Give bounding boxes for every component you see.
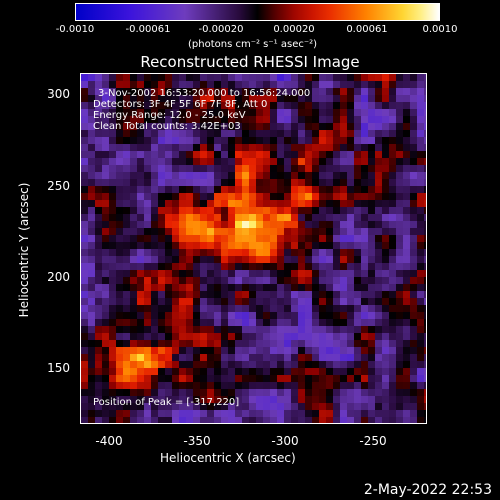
x-axis-label: Heliocentric X (arcsec) xyxy=(160,451,296,465)
colorbar xyxy=(75,3,440,21)
colorbar-tick: 0.00061 xyxy=(346,24,388,35)
colorbar-tick: -0.0010 xyxy=(55,24,95,35)
colorbar-tick: -0.00061 xyxy=(125,24,171,35)
colorbar-units: (photons cm⁻² s⁻¹ asec⁻²) xyxy=(188,39,318,50)
y-tick: 300 xyxy=(47,87,70,101)
peak-position-label: Position of Peak = [-317,220] xyxy=(93,397,240,408)
colorbar-tick: 0.00020 xyxy=(273,24,315,35)
x-tick: -300 xyxy=(271,434,299,448)
x-tick: -400 xyxy=(95,434,123,448)
time-range-label: 3-Nov-2002 16:53:20.000 to 16:56:24.000 xyxy=(98,88,311,99)
x-tick: -350 xyxy=(183,434,211,448)
y-tick: 150 xyxy=(47,361,70,375)
timestamp-footer: 2-May-2022 22:53 xyxy=(363,482,492,498)
detectors-label: Detectors: 3F 4F 5F 6F 7F 8F, Att 0 xyxy=(93,99,268,110)
colorbar-tick: 0.0010 xyxy=(422,24,458,35)
y-tick: 200 xyxy=(47,270,70,284)
rhessi-image xyxy=(80,73,427,424)
clean-counts-label: Clean Total counts: 3.42E+03 xyxy=(93,121,241,132)
y-tick: 250 xyxy=(47,179,70,193)
colorbar-tick: -0.00020 xyxy=(198,24,244,35)
image-pixels xyxy=(81,74,426,423)
x-tick: -250 xyxy=(359,434,387,448)
energy-range-label: Energy Range: 12.0 - 25.0 keV xyxy=(93,110,246,121)
y-axis-label: Heliocentric Y (arcsec) xyxy=(17,182,31,318)
image-title: Reconstructed RHESSI Image xyxy=(140,53,360,71)
